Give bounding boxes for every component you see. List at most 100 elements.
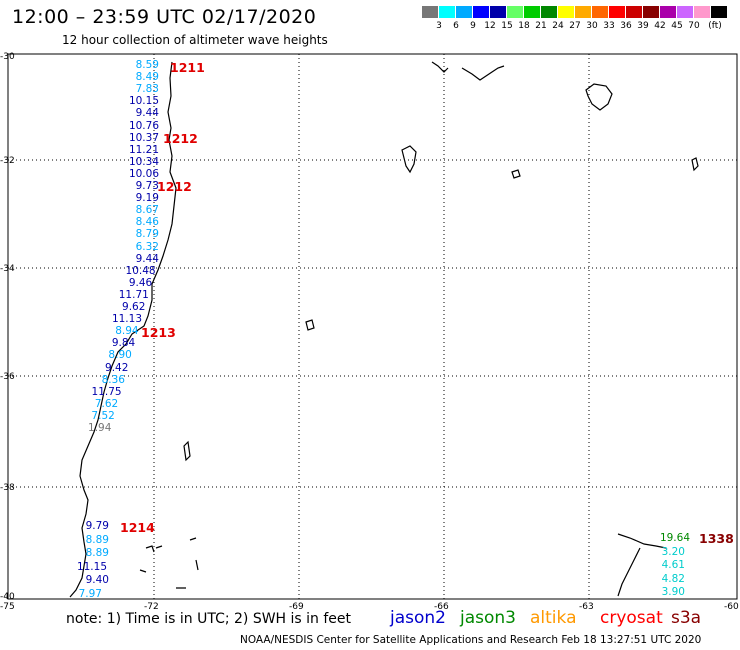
swh-value: 11.71 [118, 288, 149, 301]
swh-value: 9.84 [111, 337, 136, 350]
swh-value: 11.75 [91, 385, 122, 398]
colorbar-tick-label: 24 [552, 21, 564, 31]
colorbar-tick-label: 9 [470, 21, 476, 31]
satellite-legend-cryosat: cryosat [600, 608, 663, 628]
colorbar-swatch [575, 6, 592, 18]
satellite-legend-jason3: jason3 [460, 608, 516, 628]
swh-value: 7.97 [78, 587, 102, 600]
credit-line: NOAA/NESDIS Center for Satellite Applica… [240, 634, 702, 646]
swh-value: 9.42 [105, 361, 129, 374]
swh-value: 9.46 [128, 276, 153, 289]
colorbar-swatch [592, 6, 609, 18]
satellite-legend-jason2: jason2 [390, 608, 446, 628]
swh-value: 9.40 [85, 574, 109, 586]
colorbar-tick-label: 6 [453, 21, 459, 31]
latitude-label: -32 [0, 156, 15, 166]
swh-value: 8.79 [135, 228, 159, 241]
longitude-label: -69 [289, 602, 304, 612]
swh-value: 8.89 [85, 533, 109, 546]
latitude-label: -36 [0, 372, 15, 382]
colorbar-swatch [609, 6, 626, 18]
swh-value: 10.76 [128, 119, 159, 132]
graticule [8, 54, 737, 599]
swh-value: 10.48 [125, 264, 156, 277]
argentina-coast-east [585, 83, 613, 111]
lake-small-1 [511, 169, 521, 179]
swh-value: 11.13 [111, 313, 142, 326]
swh-value: 8.89 [85, 547, 109, 559]
colorbar-tick-label: 39 [637, 21, 649, 31]
lake-central [305, 319, 315, 331]
colorbar-swatch [660, 6, 677, 18]
longitude-label: -60 [724, 602, 739, 612]
colorbar-swatch [524, 6, 541, 18]
colorbar-swatch [711, 6, 728, 18]
colorbar-swatch [643, 6, 660, 18]
latitude-label: -34 [0, 264, 15, 274]
track-time-label: 1214 [120, 520, 155, 535]
swh-value: 8.46 [135, 216, 159, 229]
track-time-label: 1212 [157, 179, 192, 194]
map-subtitle: 12 hour collection of altimeter wave hei… [62, 33, 328, 47]
salt-lake-west [401, 145, 417, 174]
colorbar-swatch [626, 6, 643, 18]
colorbar-tick-label: 42 [654, 21, 666, 31]
colorbar-swatch [439, 6, 456, 18]
swh-value: 10.34 [128, 155, 159, 168]
lakes-patagonia [139, 537, 199, 589]
swh-value: 11.15 [76, 560, 107, 573]
colorbar-swatch [694, 6, 711, 18]
latitude-label: -40 [0, 592, 15, 602]
swh-value: 3.90 [661, 586, 685, 598]
colorbar-swatch [541, 6, 558, 18]
swh-value: 4.82 [661, 572, 685, 585]
swh-value: 10.15 [128, 95, 159, 108]
track-time-label: 1213 [141, 325, 176, 340]
lake-small-2 [691, 157, 699, 172]
lake-south-1 [183, 440, 191, 462]
longitude-label: -63 [579, 602, 594, 612]
colorbar-tick-label: 3 [436, 21, 442, 31]
colorbar-swatch [422, 6, 439, 18]
colorbar-tick-label: 33 [603, 21, 615, 31]
swh-value: 7.83 [135, 83, 159, 96]
coastline [69, 61, 699, 598]
swh-value: 8.59 [135, 59, 159, 71]
colorbar-tick-label: 21 [535, 21, 547, 31]
colorbar-tick-label: 36 [620, 21, 632, 31]
satellite-legend-s3a: s3a [671, 608, 702, 628]
swh-value: 9.62 [122, 301, 146, 313]
longitude-label: -72 [144, 602, 159, 612]
colorbar-tick-label: 27 [569, 21, 581, 31]
colorbar-tick-label: 12 [484, 21, 496, 31]
colorbar-swatch [490, 6, 507, 18]
map-title: 12:00 – 23:59 UTC 02/17/2020 [12, 6, 317, 28]
colorbar-swatch [558, 6, 575, 18]
latitude-label: -30 [0, 52, 15, 62]
swh-value: 7.52 [91, 409, 115, 422]
colorbar-swatch [473, 6, 490, 18]
swh-value: 19.64 [659, 532, 690, 544]
track-time-label: 1211 [170, 60, 205, 75]
colorbar-tick-label: 18 [518, 21, 530, 31]
swh-value: 8.49 [135, 71, 159, 84]
colorbar-swatch [507, 6, 524, 18]
track-time-label: 1212 [163, 131, 198, 146]
swh-value: 8.67 [135, 204, 159, 217]
colorbar-unit-label: (ft) [708, 21, 722, 31]
swh-value: 1.94 [88, 422, 112, 434]
swh-value: 9.44 [135, 252, 159, 265]
track-time-label: 1338 [699, 531, 734, 546]
swh-value: 9.79 [85, 520, 109, 532]
colorbar-tick-label: 70 [688, 21, 700, 31]
swh-value: 3.20 [661, 545, 685, 558]
swh-value: 8.90 [108, 349, 132, 362]
argentina-coast-north [431, 61, 505, 81]
swh-value: 9.44 [135, 107, 159, 120]
swh-value: 10.06 [128, 167, 159, 180]
colorbar-swatch [677, 6, 694, 18]
valdes-peninsula [617, 533, 667, 597]
swh-value: 4.61 [661, 559, 685, 571]
